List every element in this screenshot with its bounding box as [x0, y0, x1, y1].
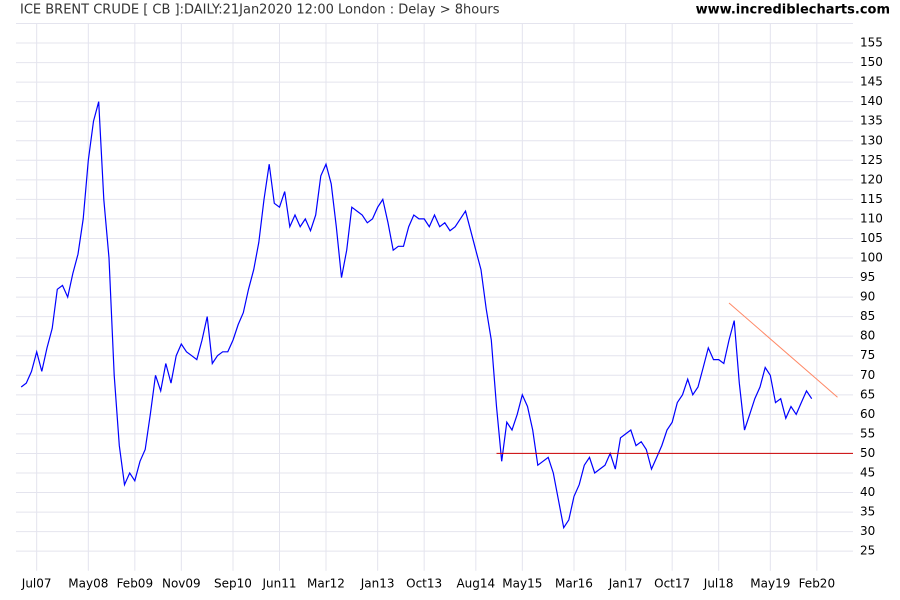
y-tick-label: 150 — [860, 55, 883, 69]
y-tick-label: 125 — [860, 153, 883, 167]
x-tick-label: Jan17 — [608, 577, 643, 591]
x-tick-label: Jun11 — [261, 577, 296, 591]
x-tick-label: Feb09 — [117, 577, 154, 591]
trend-line — [728, 302, 838, 398]
y-tick-label: 40 — [860, 485, 875, 499]
y-tick-label: 80 — [860, 329, 875, 343]
y-tick-label: 120 — [860, 172, 883, 186]
x-tick-label: Mar12 — [307, 577, 345, 591]
x-tick-label: Oct13 — [406, 577, 442, 591]
y-tick-label: 130 — [860, 133, 883, 147]
y-tick-label: 85 — [860, 309, 875, 323]
x-tick-label: Oct17 — [654, 577, 690, 591]
y-tick-label: 140 — [860, 94, 883, 108]
y-tick-label: 70 — [860, 368, 875, 382]
y-tick-label: 55 — [860, 426, 875, 440]
x-tick-label: Mar16 — [555, 577, 593, 591]
y-tick-label: 105 — [860, 231, 883, 245]
y-tick-label: 30 — [860, 524, 875, 538]
y-tick-label: 75 — [860, 348, 875, 362]
y-tick-label: 135 — [860, 114, 883, 128]
y-tick-label: 25 — [860, 544, 875, 558]
y-tick-label: 95 — [860, 270, 875, 284]
x-tick-label: May19 — [750, 577, 790, 591]
x-tick-label: Sep10 — [214, 577, 252, 591]
x-tick-label: May08 — [68, 577, 108, 591]
y-tick-label: 60 — [860, 407, 875, 421]
x-tick-label: Aug14 — [456, 577, 495, 591]
y-tick-label: 35 — [860, 505, 875, 519]
x-tick-label: May15 — [502, 577, 542, 591]
y-tick-label: 90 — [860, 290, 875, 304]
chart-title: ICE BRENT CRUDE [ CB ]:DAILY:21Jan2020 1… — [20, 3, 500, 18]
y-tick-label: 50 — [860, 446, 875, 460]
price-line — [20, 101, 813, 530]
x-tick-label: Jul07 — [21, 577, 52, 591]
y-tick-label: 65 — [860, 387, 875, 401]
y-tick-label: 115 — [860, 192, 883, 206]
x-tick-label: Jul18 — [703, 577, 734, 591]
source: www.incrediblecharts.com — [696, 3, 890, 18]
y-tick-label: 155 — [860, 36, 883, 50]
y-tick-label: 45 — [860, 465, 875, 479]
y-tick-label: 145 — [860, 75, 883, 89]
x-tick-label: Feb20 — [799, 577, 836, 591]
x-tick-label: Jan13 — [360, 577, 395, 591]
y-tick-label: 100 — [860, 251, 883, 265]
y-tick-label: 110 — [860, 211, 883, 225]
x-tick-label: Nov09 — [162, 577, 201, 591]
